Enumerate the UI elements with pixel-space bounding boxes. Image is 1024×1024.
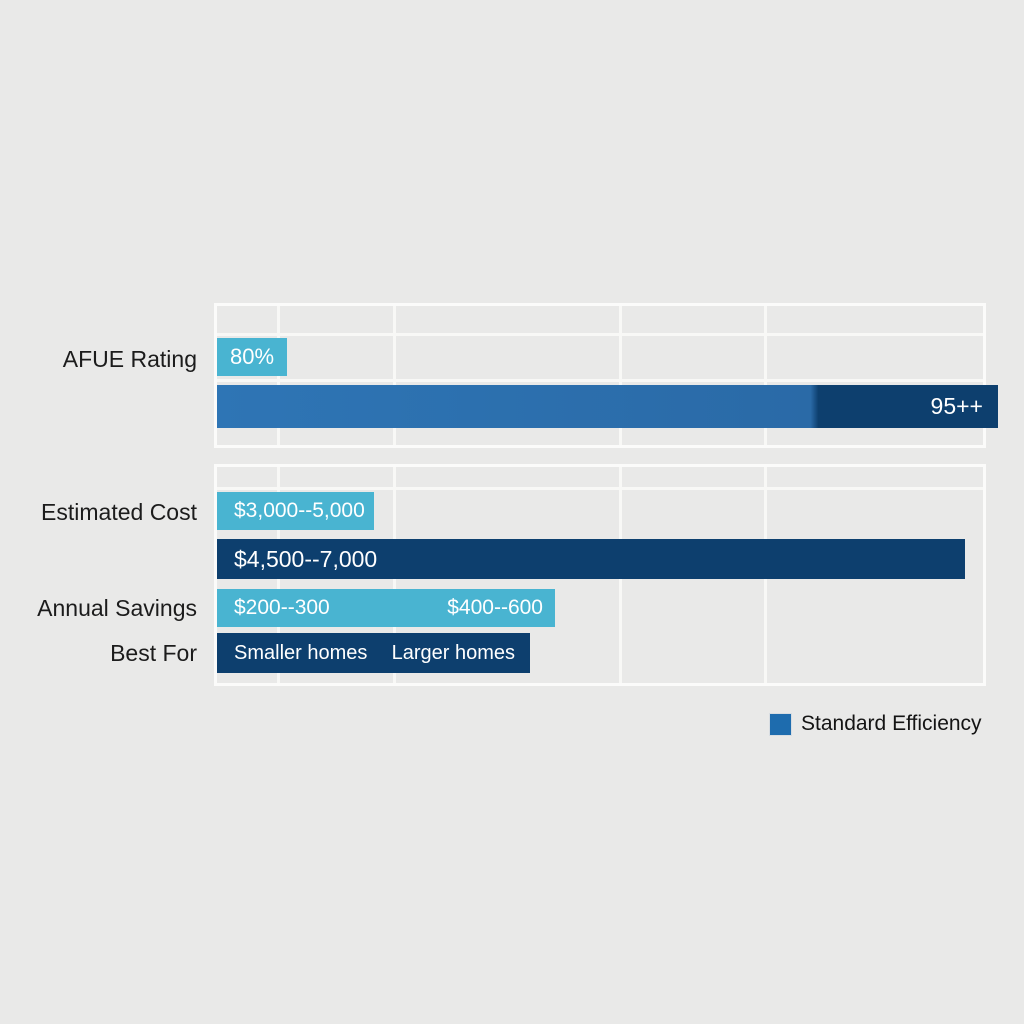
legend-label: Standard Efficiency (801, 712, 982, 735)
bar-value-label: Smaller homes (234, 641, 368, 664)
bar-value-label: $4,500--7,000 (234, 545, 378, 572)
row-label-estimated-cost: Estimated Cost (41, 499, 197, 525)
bar-cost-high: $4,500--7,000 (217, 539, 965, 579)
row-label-annual-savings: Annual Savings (37, 595, 197, 621)
row-label-afue-rating: AFUE Rating (62, 346, 197, 372)
gridline (764, 306, 767, 445)
bar-value-label: $3,000--5,000 (234, 499, 365, 522)
gridline (619, 306, 622, 445)
row-label-best-for: Best For (110, 640, 197, 666)
gridline (217, 333, 983, 336)
gridline (217, 487, 983, 490)
bar-annual-savings: $200--300 $400--600 (217, 589, 555, 627)
bar-value-label: Larger homes (391, 641, 515, 664)
bar-value-label: $200--300 (234, 596, 330, 619)
bar-value-label: $400--600 (447, 596, 543, 619)
legend-swatch-standard-efficiency (769, 712, 792, 736)
bar-best-for: Smaller homes Larger homes (217, 633, 530, 673)
bar-value-label: 80% (229, 344, 275, 369)
bar-afue-high: 95++ (217, 385, 998, 428)
bar-cost-standard: $3,000--5,000 (217, 492, 374, 530)
gridline (393, 306, 396, 445)
chart-panel-afue (214, 303, 986, 448)
gridline (217, 379, 983, 382)
bar-afue-standard: 80% (217, 338, 287, 376)
legend: Standard Efficiency (769, 712, 982, 736)
bar-value-label: 95++ (930, 393, 983, 419)
